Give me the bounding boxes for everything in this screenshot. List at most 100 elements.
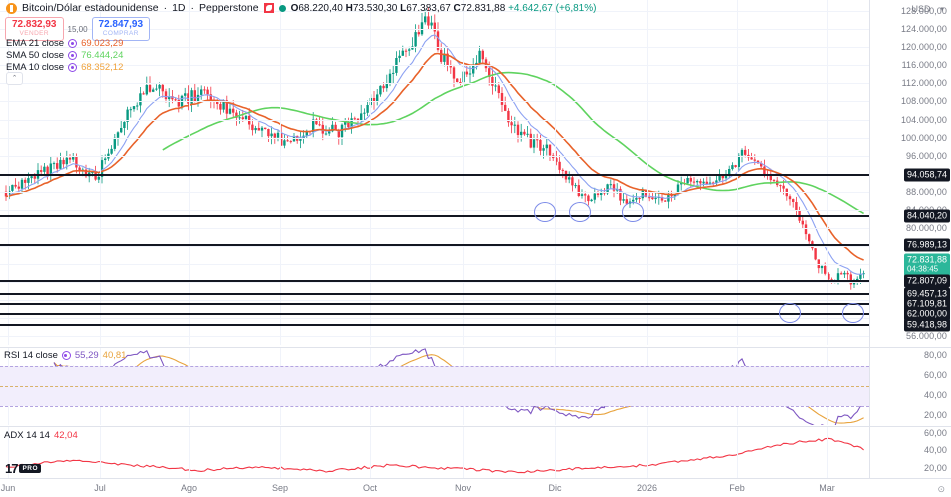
ohlc-high-label: H — [345, 2, 353, 14]
ema-10-line — [5, 34, 864, 275]
price-axis-tick: 96.000,00 — [906, 150, 947, 161]
horizontal-level-line[interactable] — [0, 280, 869, 282]
time-axis[interactable]: Jun Jul Ago Sep Oct Nov Dic 2026 Feb Mar — [0, 478, 951, 497]
ellipse-annotation[interactable] — [569, 202, 591, 222]
rsi-legend-row[interactable]: RSI 14 close 55,29 40,81 — [4, 350, 126, 361]
ma-legend-row[interactable]: EMA 21 close 69.023,29 — [6, 38, 123, 49]
price-chart-canvas[interactable] — [0, 0, 869, 345]
time-axis-tick: Jun — [0, 483, 16, 493]
ohlc-open-label: O — [290, 2, 299, 14]
horizontal-level-line[interactable] — [0, 244, 869, 246]
price-gridline — [0, 155, 869, 157]
symbol-name[interactable]: Bitcoin/Dólar estadounidense — [22, 2, 159, 14]
time-gridline — [555, 427, 556, 478]
price-level-label[interactable]: 84.040,20 — [903, 209, 950, 223]
price-level-label[interactable]: 69.457,13 — [903, 287, 950, 301]
ellipse-annotation[interactable] — [842, 303, 864, 323]
ohlc-change-percent: (+6,81%) — [555, 2, 597, 14]
time-gridline — [189, 0, 190, 345]
price-gridline — [0, 83, 869, 85]
time-gridline — [370, 0, 371, 345]
adx-axis-tick: 40,00 — [923, 445, 947, 456]
bitcoin-icon — [6, 2, 17, 14]
chart-header-legend: Bitcoin/Dólar estadounidense · 1D · Pepp… — [6, 2, 596, 14]
horizontal-level-line[interactable] — [0, 324, 869, 326]
moving-average-legend: EMA 21 close 69.023,29 SMA 50 close 76.444,… — [6, 38, 123, 73]
candlestick-series — [4, 7, 865, 290]
price-gridline — [0, 227, 869, 229]
pane-separator[interactable] — [0, 426, 951, 427]
price-gridline — [0, 335, 869, 337]
ohlc-low-label: L — [400, 2, 407, 14]
time-gridline — [280, 0, 281, 345]
exchange-name[interactable]: Pepperstone — [199, 2, 259, 14]
buy-button[interactable]: 72.847,93 COMPRAR — [91, 17, 151, 41]
adx-axis-tick: 60,00 — [923, 427, 947, 438]
rsi-threshold-line — [0, 366, 869, 367]
settings-corner-icon[interactable]: ⊙ — [937, 484, 945, 494]
time-gridline — [100, 427, 101, 478]
price-level-label[interactable]: 76.989,13 — [903, 238, 950, 252]
time-gridline — [737, 0, 738, 345]
horizontal-level-line[interactable] — [0, 174, 869, 176]
ohlc-values: O68.220,40 H73.530,30 L67.383,67 C72.831… — [291, 3, 597, 14]
collapse-pane-button[interactable]: ⌃ — [6, 72, 23, 85]
price-level-label[interactable]: 67.109,81 — [903, 297, 950, 311]
indicator-settings-icon[interactable] — [68, 39, 78, 48]
ellipse-annotation[interactable] — [779, 303, 801, 323]
horizontal-level-line[interactable] — [0, 313, 869, 315]
visibility-icon[interactable] — [263, 3, 274, 13]
indicator-settings-icon[interactable] — [61, 351, 71, 360]
ma-indicator-name: EMA 10 close — [6, 62, 65, 73]
main-price-pane[interactable] — [0, 0, 869, 345]
ma-legend-row[interactable]: SMA 50 close 76.444,24 — [6, 50, 123, 61]
ema-21-line — [5, 52, 864, 261]
rsi-axis-tick: 20,00 — [923, 410, 947, 420]
adx-pane[interactable] — [0, 426, 869, 478]
indicator-settings-icon[interactable] — [68, 63, 78, 72]
ellipse-annotation[interactable] — [534, 202, 556, 222]
countdown-timer: 04:38:45 — [906, 264, 939, 274]
current-price-label[interactable]: 72.831,88 04:38:45 — [903, 253, 950, 277]
ma-legend-row[interactable]: EMA 10 close 68.352,12 — [6, 62, 123, 73]
price-level-label[interactable]: 72.807,09 — [903, 274, 950, 288]
indicator-settings-icon[interactable] — [68, 51, 78, 60]
price-level-label[interactable]: 62.000,00 — [903, 307, 950, 321]
price-gridline — [0, 65, 869, 67]
chevron-down-icon[interactable]: ▾ — [940, 6, 944, 13]
ma-indicator-name: SMA 50 close — [6, 50, 65, 61]
price-label-value: 72.807,09 — [906, 275, 947, 286]
rsi-ma-value: 40,81 — [102, 350, 127, 361]
ohlc-close-label: C — [453, 2, 461, 14]
rsi-pane[interactable] — [0, 347, 869, 425]
ellipse-annotation[interactable] — [622, 202, 644, 222]
time-axis-tick: 2026 — [636, 483, 658, 493]
sell-button[interactable]: 72.832,93 VENDER — [5, 17, 64, 41]
horizontal-level-line[interactable] — [0, 293, 869, 295]
buy-price: 72.847,93 — [98, 19, 144, 30]
horizontal-level-line[interactable] — [0, 303, 869, 305]
pane-separator[interactable] — [0, 347, 951, 348]
time-gridline — [189, 427, 190, 478]
adx-chart-canvas[interactable] — [0, 427, 869, 478]
ma-indicator-name: EMA 21 close — [6, 38, 65, 49]
time-gridline — [463, 427, 464, 478]
adx-value: 42,04 — [53, 430, 78, 441]
spread-value: 15,00 — [67, 24, 88, 34]
price-axis-tick: 124.000,00 — [900, 24, 947, 35]
time-axis-tick: Oct — [362, 483, 378, 493]
adx-legend-row[interactable]: ADX 14 14 42,04 — [4, 430, 78, 441]
price-axis[interactable]: 128.000,00 124.000,00 120.000,00 116.000,00… — [869, 0, 951, 478]
interval-label[interactable]: 1D — [172, 2, 186, 14]
currency-selector[interactable]: USD ▾ — [908, 3, 947, 15]
price-level-label[interactable]: 94.058,74 — [903, 168, 950, 182]
price-label-value: 62.000,00 — [906, 308, 947, 319]
time-gridline — [8, 0, 9, 345]
ohlc-open-value: 68.220,40 — [298, 2, 343, 14]
header-separator-2: · — [190, 2, 195, 14]
tradingview-logo[interactable]: 17 PRO — [5, 462, 42, 475]
time-axis-tick: Feb — [729, 483, 745, 493]
horizontal-level-line[interactable] — [0, 215, 869, 217]
price-level-label[interactable]: 59.418,98 — [903, 318, 950, 332]
